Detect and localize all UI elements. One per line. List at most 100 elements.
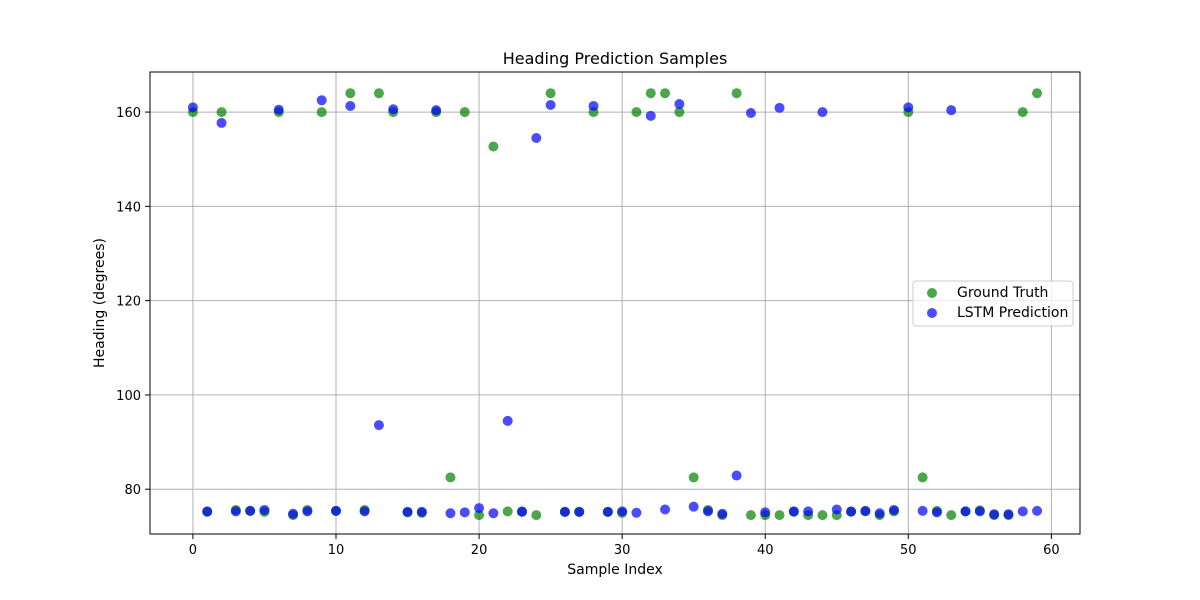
x-tick-label: 30 [614, 543, 631, 558]
axis-ticks: 0 10 20 30 40 50 60 80 100 120 140 160 [116, 106, 1059, 558]
x-axis-label: Sample Index [567, 562, 662, 578]
lstm-prediction-point [545, 100, 556, 110]
lstm-prediction-point [230, 506, 241, 517]
lstm-prediction-point [288, 508, 299, 519]
lstm-prediction-point [645, 110, 656, 121]
lstm-prediction-point [617, 506, 628, 517]
lstm-prediction-point [946, 105, 957, 116]
lstm-prediction-point [760, 507, 771, 518]
y-tick-label: 160 [116, 106, 141, 121]
legend-marker-lstm-prediction [927, 308, 937, 318]
ground-truth-point [688, 472, 699, 483]
plot-frame [149, 71, 1081, 535]
x-tick-label: 40 [757, 543, 774, 558]
lstm-prediction-point [931, 507, 942, 518]
lstm-prediction-point [903, 102, 914, 113]
x-tick-label: 10 [328, 543, 345, 558]
lstm-prediction-point [889, 504, 899, 515]
lstm-prediction-point [259, 504, 270, 515]
ground-truth-point [488, 141, 499, 152]
legend-box [912, 280, 1074, 327]
ground-truth-point [946, 510, 957, 521]
lstm-prediction-point [431, 105, 442, 116]
ground-truth-point [731, 88, 742, 99]
lstm-prediction-point [631, 507, 642, 518]
y-tick-label: 140 [116, 200, 141, 215]
ground-truth-point [917, 472, 928, 483]
lstm-prediction-point [703, 506, 713, 517]
lstm-prediction-point [402, 506, 413, 517]
chart-title: Heading Prediction Samples [503, 49, 728, 68]
lstm-prediction-point [602, 506, 613, 517]
lstm-prediction-point [331, 505, 341, 516]
lstm-prediction-point [846, 506, 857, 517]
x-tick-label: 60 [1043, 543, 1060, 558]
y-tick-label: 120 [116, 295, 141, 310]
lstm-prediction-point [688, 501, 699, 512]
lstm-prediction-point [989, 509, 1000, 520]
lstm-prediction-point [803, 506, 814, 517]
lstm-prediction-point [273, 104, 284, 115]
lstm-prediction-point [874, 508, 885, 519]
lstm-prediction-point [860, 505, 871, 516]
lstm-prediction-point [674, 99, 685, 110]
legend-label-ground-truth: Ground Truth [957, 285, 1048, 301]
ground-truth-point [774, 510, 785, 521]
ground-truth-point [645, 88, 656, 99]
lstm-prediction-point [1017, 506, 1028, 517]
ground-truth-point [445, 472, 456, 483]
lstm-prediction-point [660, 504, 671, 515]
lstm-prediction-point [831, 504, 842, 515]
ground-truth-point [216, 107, 227, 118]
x-tick-label: 0 [189, 543, 197, 558]
lstm-prediction-point [517, 506, 527, 517]
lstm-prediction-point [1003, 509, 1014, 520]
ground-truth-point [745, 510, 756, 521]
lstm-prediction-point [788, 506, 799, 517]
legend-marker-ground-truth [927, 288, 937, 298]
y-tick-label: 80 [124, 483, 141, 498]
lstm-prediction-point [559, 506, 570, 517]
lstm-prediction-point [216, 117, 227, 128]
ground-truth-point [1017, 107, 1028, 118]
lstm-prediction-point [474, 503, 485, 514]
ground-truth-point [373, 88, 384, 99]
legend: Ground Truth LSTM Prediction [912, 280, 1074, 327]
x-tick-label: 20 [471, 543, 488, 558]
lstm-prediction-point [502, 415, 513, 426]
lstm-prediction-point [373, 420, 384, 431]
lstm-prediction-point [1032, 505, 1043, 516]
lstm-prediction-point [416, 506, 427, 517]
lstm-prediction-point [302, 506, 313, 517]
lstm-prediction-point [817, 107, 828, 118]
ground-truth-point [545, 88, 556, 99]
lstm-prediction-point [316, 95, 327, 106]
lstm-prediction-point [531, 133, 542, 143]
lstm-prediction-point [388, 104, 399, 115]
lstm-prediction-point [359, 506, 370, 517]
legend-label-lstm-prediction: LSTM Prediction [957, 305, 1068, 321]
ground-truth-point [660, 88, 671, 99]
ground-truth-point [531, 510, 542, 521]
ground-truth-point [316, 107, 327, 118]
lstm-prediction-point [445, 508, 456, 519]
ground-truth-point [631, 107, 642, 118]
y-tick-label: 100 [116, 389, 141, 404]
ground-truth-point [459, 107, 470, 118]
lstm-prediction-point [731, 470, 742, 481]
lstm-prediction-point [960, 506, 971, 517]
lstm-prediction-point [588, 100, 599, 111]
lstm-prediction-point [974, 506, 985, 517]
lstm-prediction-point [574, 506, 585, 517]
lstm-prediction-point [202, 506, 213, 517]
y-axis-label: Heading (degrees) [92, 238, 108, 368]
lstm-prediction-point [717, 508, 728, 519]
lstm-prediction-point [187, 102, 198, 113]
ground-truth-point [345, 88, 356, 99]
ground-truth-point [474, 510, 485, 521]
ground-truth-point [1032, 88, 1043, 99]
lstm-prediction-point [917, 505, 928, 516]
lstm-prediction-point [745, 108, 756, 119]
ground-truth-point [817, 510, 828, 521]
lstm-prediction-point [345, 100, 356, 111]
